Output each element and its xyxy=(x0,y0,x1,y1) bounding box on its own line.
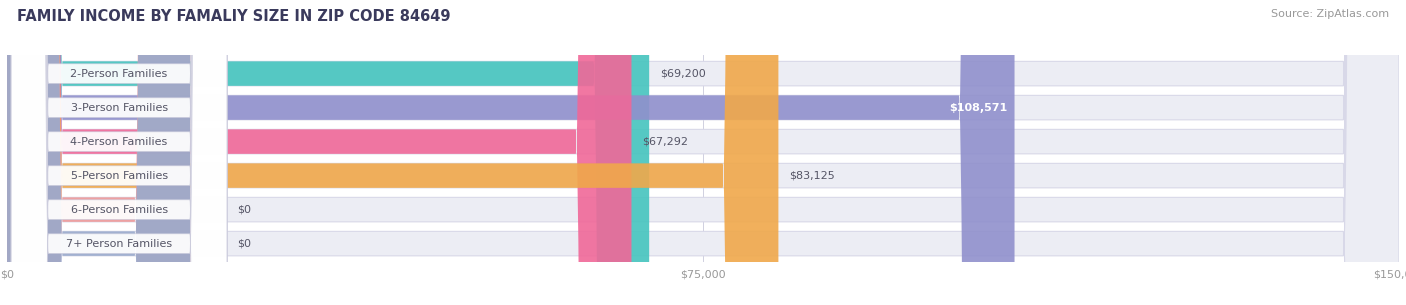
FancyBboxPatch shape xyxy=(7,0,1399,305)
Text: 7+ Person Families: 7+ Person Families xyxy=(66,239,172,249)
Text: $83,125: $83,125 xyxy=(790,170,835,181)
FancyBboxPatch shape xyxy=(7,0,631,305)
Text: $108,571: $108,571 xyxy=(949,102,1008,113)
FancyBboxPatch shape xyxy=(11,0,226,305)
Text: 3-Person Families: 3-Person Families xyxy=(70,102,167,113)
FancyBboxPatch shape xyxy=(7,0,1399,305)
FancyBboxPatch shape xyxy=(11,0,226,305)
Text: $0: $0 xyxy=(236,239,250,249)
Text: 4-Person Families: 4-Person Families xyxy=(70,137,167,147)
FancyBboxPatch shape xyxy=(7,0,1399,305)
FancyBboxPatch shape xyxy=(7,0,779,305)
Text: 6-Person Families: 6-Person Families xyxy=(70,205,167,215)
FancyBboxPatch shape xyxy=(7,0,190,305)
Text: 2-Person Families: 2-Person Families xyxy=(70,69,167,79)
Text: $69,200: $69,200 xyxy=(661,69,706,79)
Text: Source: ZipAtlas.com: Source: ZipAtlas.com xyxy=(1271,9,1389,19)
Text: $0: $0 xyxy=(236,205,250,215)
FancyBboxPatch shape xyxy=(7,0,1399,305)
FancyBboxPatch shape xyxy=(7,0,1015,305)
FancyBboxPatch shape xyxy=(11,0,226,305)
Text: FAMILY INCOME BY FAMALIY SIZE IN ZIP CODE 84649: FAMILY INCOME BY FAMALIY SIZE IN ZIP COD… xyxy=(17,9,450,24)
Text: $67,292: $67,292 xyxy=(643,137,689,147)
FancyBboxPatch shape xyxy=(7,0,1399,305)
FancyBboxPatch shape xyxy=(7,0,650,305)
FancyBboxPatch shape xyxy=(7,0,1399,305)
FancyBboxPatch shape xyxy=(11,0,226,305)
Text: 5-Person Families: 5-Person Families xyxy=(70,170,167,181)
FancyBboxPatch shape xyxy=(7,0,190,305)
FancyBboxPatch shape xyxy=(11,0,226,305)
FancyBboxPatch shape xyxy=(11,0,226,305)
